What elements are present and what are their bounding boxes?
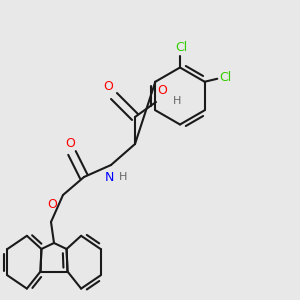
Text: O: O <box>158 85 167 98</box>
Text: N: N <box>105 171 114 184</box>
Text: O: O <box>103 80 113 93</box>
Text: H: H <box>118 172 127 182</box>
Text: O: O <box>47 198 57 211</box>
Text: Cl: Cl <box>220 71 232 84</box>
Text: Cl: Cl <box>176 41 188 54</box>
Text: H: H <box>172 95 181 106</box>
Text: O: O <box>66 137 75 150</box>
